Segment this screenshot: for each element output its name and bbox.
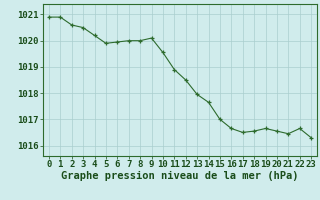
X-axis label: Graphe pression niveau de la mer (hPa): Graphe pression niveau de la mer (hPa)	[61, 171, 299, 181]
